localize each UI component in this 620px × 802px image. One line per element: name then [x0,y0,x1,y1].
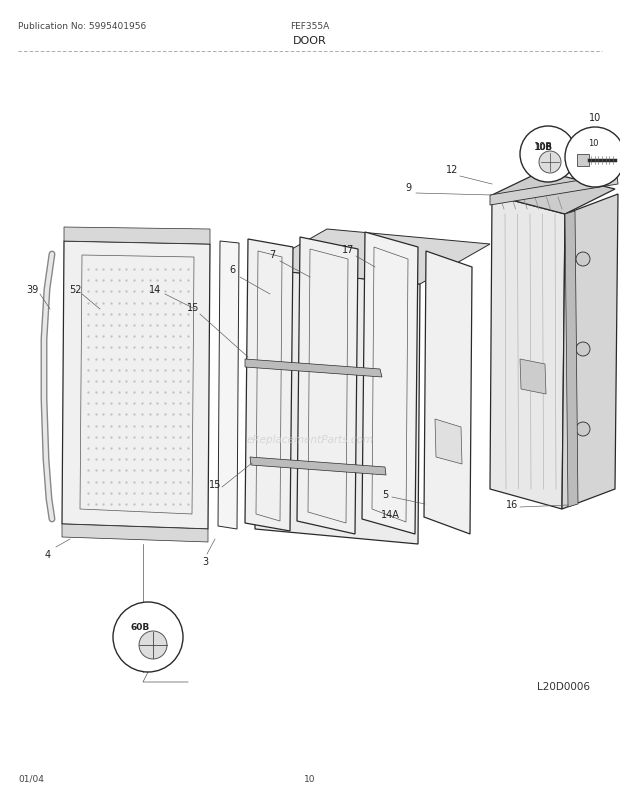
Polygon shape [218,241,239,529]
Text: 9: 9 [405,183,411,192]
Polygon shape [62,525,208,542]
Circle shape [139,631,167,659]
Polygon shape [562,195,618,509]
Text: 10: 10 [589,113,601,123]
Polygon shape [245,240,293,532]
Circle shape [565,128,620,188]
Text: 17: 17 [342,245,354,255]
Text: eReplacementParts.com: eReplacementParts.com [246,435,374,444]
Circle shape [539,152,561,174]
Circle shape [113,602,183,672]
Text: Publication No: 5995401956: Publication No: 5995401956 [18,22,146,31]
Text: DOOR: DOOR [293,36,327,46]
Text: 16: 16 [506,500,518,509]
Circle shape [576,342,590,357]
Text: FEF355A: FEF355A [290,22,330,31]
Text: 4: 4 [45,549,51,559]
Text: 10: 10 [588,140,598,148]
Polygon shape [255,269,420,545]
Text: 5: 5 [382,489,388,500]
Text: 14A: 14A [381,509,399,520]
Circle shape [576,423,590,436]
Polygon shape [492,172,615,215]
Text: 6: 6 [229,265,235,274]
Text: 15: 15 [209,480,221,489]
Polygon shape [362,233,418,534]
Polygon shape [250,457,386,476]
Polygon shape [64,228,210,245]
Polygon shape [424,252,472,534]
Polygon shape [257,229,490,285]
Text: 14: 14 [149,285,161,294]
Circle shape [520,127,576,183]
Circle shape [576,253,590,267]
Text: 10B: 10B [533,142,552,152]
Text: 7: 7 [269,249,275,260]
Polygon shape [565,212,578,508]
Bar [577,155,589,167]
Polygon shape [490,175,618,206]
Polygon shape [435,419,462,464]
Text: 01/04: 01/04 [18,774,44,783]
Text: 10: 10 [304,774,316,783]
Text: 10B: 10B [534,142,552,152]
Text: 12: 12 [446,164,458,175]
Polygon shape [62,241,210,529]
Text: 60B: 60B [130,622,149,632]
Polygon shape [245,359,382,378]
Text: 39: 39 [26,285,38,294]
Polygon shape [490,196,565,509]
Text: 3: 3 [202,557,208,566]
Text: 52: 52 [69,285,81,294]
Text: 15: 15 [187,302,199,313]
Polygon shape [520,359,546,395]
Polygon shape [297,237,358,534]
Text: L20D0006: L20D0006 [537,681,590,691]
